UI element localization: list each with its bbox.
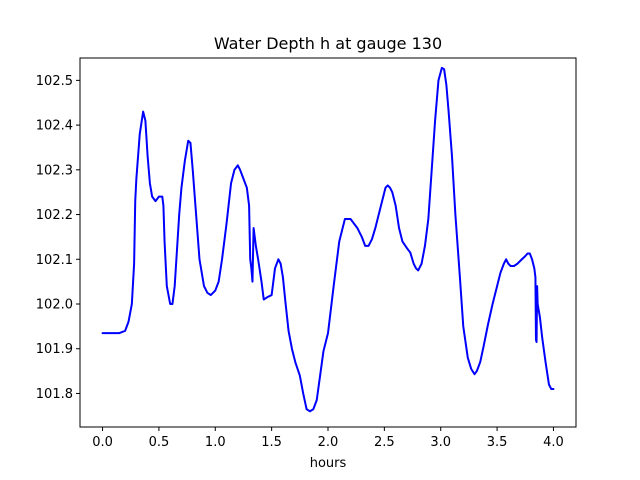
y-tick-label: 102.1 [36, 253, 73, 268]
x-tick-label: 3.0 [430, 435, 451, 450]
chart-title: Water Depth h at gauge 130 [214, 34, 442, 53]
x-tick-label: 3.5 [487, 435, 508, 450]
y-tick-label: 102.4 [36, 119, 73, 134]
y-tick-label: 102.2 [36, 208, 73, 223]
series-line-0 [101, 66, 555, 413]
x-tick-label: 1.5 [261, 435, 282, 450]
x-tick-label: 4.0 [543, 435, 564, 450]
y-axis: 101.8 101.9 102.0 102.1 102.2 102.3 102.4 102.5 [36, 74, 80, 402]
x-tick-label: 0.5 [149, 435, 170, 450]
y-tick-label: 102.3 [36, 163, 73, 178]
x-tick-label: 2.0 [318, 435, 339, 450]
x-tick-label: 0.0 [92, 435, 113, 450]
x-tick-label: 1.0 [205, 435, 226, 450]
x-axis-label: hours [310, 456, 347, 471]
plot-data [101, 66, 555, 413]
y-tick-label: 102.5 [36, 74, 73, 89]
y-tick-label: 102.0 [36, 298, 73, 313]
y-tick-label: 101.9 [36, 342, 73, 357]
y-tick-label: 101.8 [36, 387, 73, 402]
x-axis: 0.0 0.5 1.0 1.5 2.0 2.5 3.0 3.5 4.0 [92, 427, 564, 450]
x-tick-label: 2.5 [374, 435, 395, 450]
